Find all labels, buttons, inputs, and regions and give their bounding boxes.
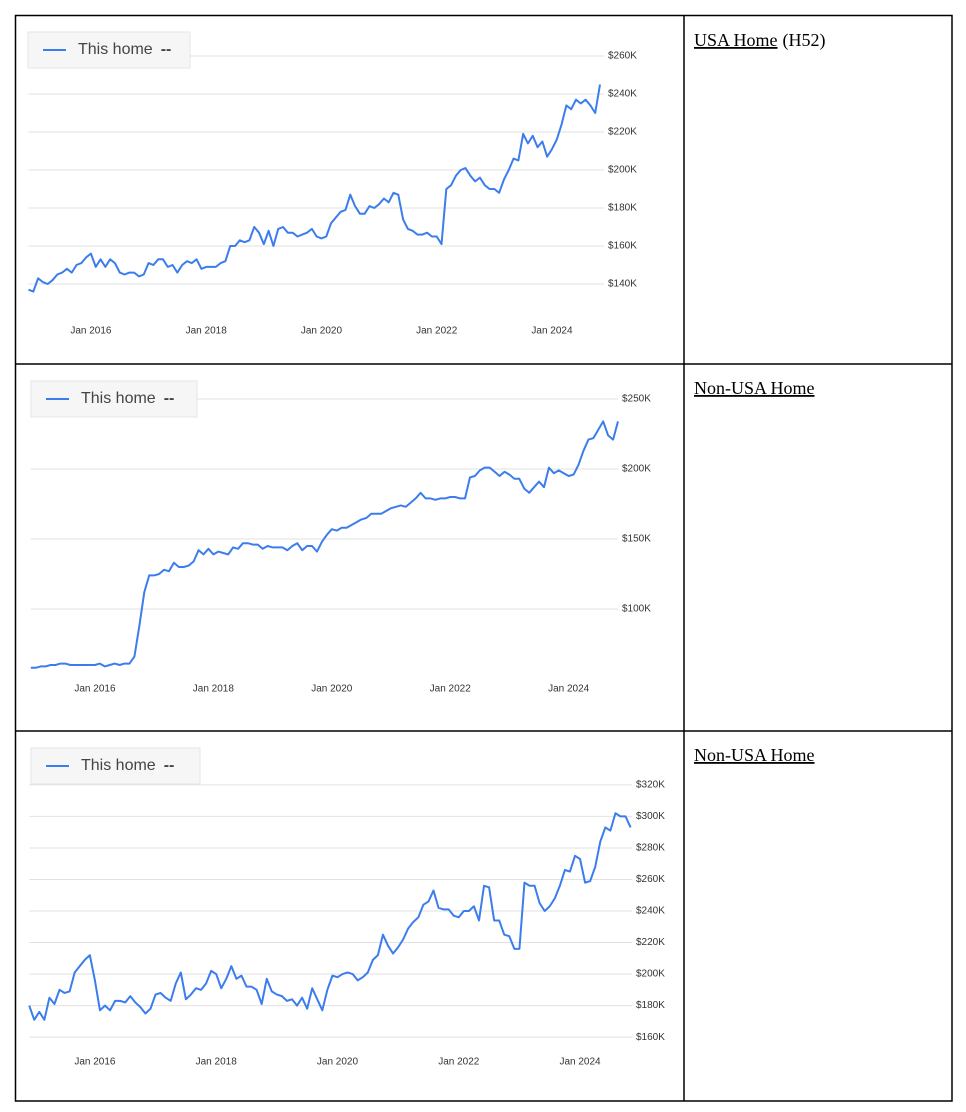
x-tick-label: Jan 2018 bbox=[186, 326, 228, 337]
x-tick-label: Jan 2016 bbox=[74, 684, 116, 695]
y-tick-label: $100K bbox=[622, 604, 651, 615]
x-tick-label: Jan 2024 bbox=[548, 684, 590, 695]
y-tick-label: $240K bbox=[636, 906, 665, 917]
series-line bbox=[28, 84, 601, 293]
cell-text: USA Home (H52) bbox=[694, 30, 826, 51]
legend-value: -- bbox=[164, 757, 175, 774]
y-tick-label: $160K bbox=[636, 1032, 665, 1043]
y-tick-label: $260K bbox=[608, 51, 637, 62]
legend-label: This home -- bbox=[81, 390, 174, 407]
x-tick-label: Jan 2020 bbox=[301, 326, 343, 337]
chart: $140K $160K $180K $200K $220K $240K $260K Jan 2… bbox=[27, 31, 637, 337]
legend: This home -- bbox=[27, 31, 191, 69]
x-tick-label: Jan 2022 bbox=[430, 684, 472, 695]
x-tick-label: Jan 2020 bbox=[311, 684, 353, 695]
x-tick-label: Jan 2024 bbox=[559, 1057, 601, 1068]
y-tick-label: $150K bbox=[622, 534, 651, 545]
y-tick-label: $320K bbox=[636, 780, 665, 791]
y-tick-label: $200K bbox=[636, 969, 665, 980]
legend-name: This home bbox=[81, 757, 156, 774]
y-tick-label: $220K bbox=[636, 937, 665, 948]
y-tick-label: $260K bbox=[636, 874, 665, 885]
x-tick-label: Jan 2018 bbox=[193, 684, 235, 695]
x-tick-label: Jan 2018 bbox=[196, 1057, 238, 1068]
home-link[interactable]: USA Home bbox=[694, 30, 778, 50]
cell-text: Non-USA Home bbox=[694, 745, 815, 765]
series-line bbox=[30, 420, 619, 669]
legend-name: This home bbox=[78, 41, 153, 58]
table-border bbox=[14, 14, 953, 1102]
x-tick-label: Jan 2016 bbox=[74, 1057, 116, 1068]
home-note: (H52) bbox=[783, 30, 826, 51]
x-tick-label: Jan 2022 bbox=[416, 326, 458, 337]
x-tick-label: Jan 2020 bbox=[317, 1057, 359, 1068]
legend-label: This home -- bbox=[78, 41, 171, 58]
legend-value: -- bbox=[161, 41, 172, 58]
chart: $160K $180K $200K $220K $240K $260K $280K $300K… bbox=[28, 747, 665, 1068]
legend-box bbox=[27, 31, 191, 69]
cell-text: Non-USA Home bbox=[694, 378, 815, 398]
y-tick-label: $140K bbox=[608, 279, 637, 290]
legend-label: This home -- bbox=[81, 757, 174, 774]
y-tick-label: $250K bbox=[622, 394, 651, 405]
legend: This home -- bbox=[30, 380, 198, 418]
chart: $100K $150K $200K $250K Jan 2016 Jan 2018 Jan … bbox=[30, 380, 651, 695]
x-tick-label: Jan 2016 bbox=[70, 326, 112, 337]
y-tick-label: $160K bbox=[608, 241, 637, 252]
y-tick-label: $220K bbox=[608, 127, 637, 138]
home-link[interactable]: Non-USA Home bbox=[694, 378, 815, 398]
y-tick-label: $240K bbox=[608, 89, 637, 100]
x-tick-label: Jan 2024 bbox=[531, 326, 573, 337]
y-tick-label: $300K bbox=[636, 811, 665, 822]
y-tick-label: $180K bbox=[636, 1000, 665, 1011]
home-link[interactable]: Non-USA Home bbox=[694, 745, 815, 765]
legend: This home -- bbox=[30, 747, 201, 785]
legend-name: This home bbox=[81, 390, 156, 407]
y-tick-label: $280K bbox=[636, 843, 665, 854]
legend-value: -- bbox=[164, 390, 175, 407]
y-tick-label: $200K bbox=[622, 464, 651, 475]
x-tick-label: Jan 2022 bbox=[438, 1057, 480, 1068]
y-tick-label: $200K bbox=[608, 165, 637, 176]
y-tick-label: $180K bbox=[608, 203, 637, 214]
series-line bbox=[28, 812, 632, 1021]
